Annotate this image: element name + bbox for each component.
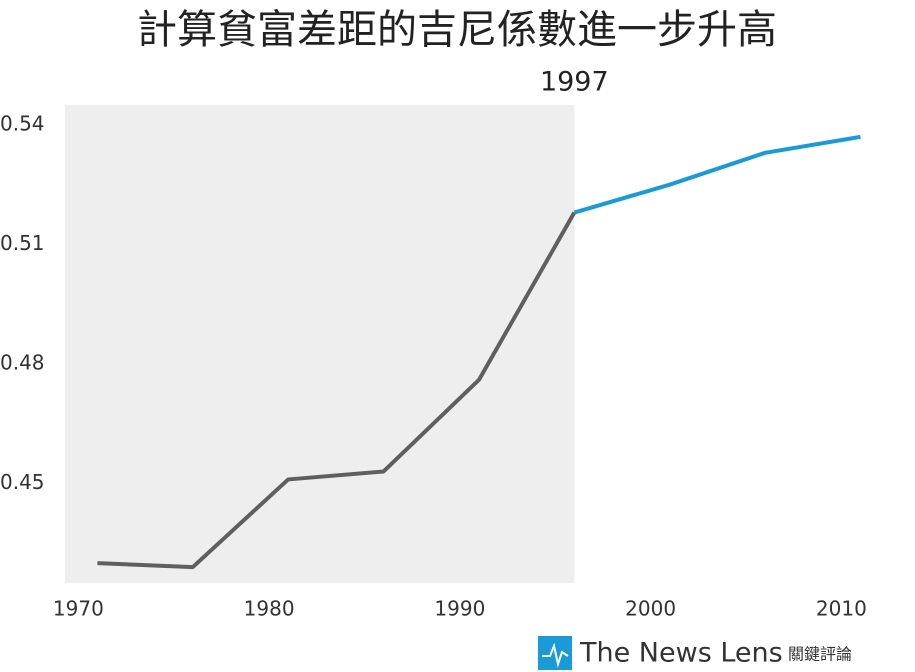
y-tick-label: 0.48 xyxy=(0,350,45,374)
x-tick-label: 1970 xyxy=(53,597,104,621)
y-tick-label: 0.51 xyxy=(0,231,45,255)
line-series xyxy=(97,211,577,570)
chart-title: 計算貧富差距的吉尼係數進一步升高 xyxy=(137,7,777,53)
annotation: 1997 xyxy=(540,67,609,98)
footer-subtext: 關鍵評論 xyxy=(788,645,852,664)
line-series xyxy=(573,134,861,215)
logo-pulse xyxy=(542,642,569,668)
x-tick-label: 2000 xyxy=(625,597,676,621)
x-tick-label: 2010 xyxy=(816,597,867,621)
shaded-region xyxy=(65,105,575,583)
x-tick-label: 1980 xyxy=(244,597,295,621)
footer-text: The News Lens xyxy=(579,638,783,669)
y-tick-label: 0.45 xyxy=(0,470,45,494)
y-tick-label: 0.54 xyxy=(0,111,45,135)
logo: The News Lens 關鍵評論 xyxy=(538,636,852,670)
x-tick-label: 1990 xyxy=(434,597,485,621)
